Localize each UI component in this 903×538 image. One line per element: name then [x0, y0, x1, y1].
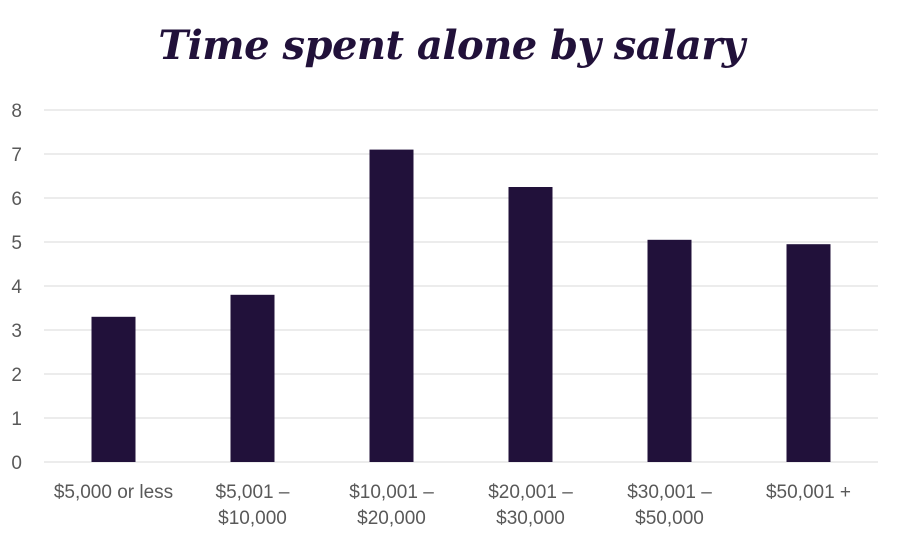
x-tick-label: $5,001 – $10,000 — [216, 482, 290, 529]
y-tick-label: 7 — [11, 145, 22, 166]
x-tick-label-line: $30,000 — [496, 508, 565, 529]
x-tick-label-line: $20,001 – — [488, 482, 573, 503]
bar — [508, 187, 553, 462]
x-tick-label-line: $20,000 — [357, 508, 426, 529]
x-tick-label-line: $30,001 – — [627, 482, 712, 503]
bar — [230, 294, 275, 462]
y-tick-label: 8 — [11, 101, 22, 122]
x-tick-label-line: $50,000 — [635, 508, 704, 529]
y-tick-label: 6 — [11, 189, 22, 210]
x-tick-label: $20,001 – $30,000 — [488, 482, 573, 529]
x-tick-label-line: $5,001 – — [216, 482, 290, 503]
bar — [369, 149, 414, 462]
x-tick-label-line: $10,001 – — [349, 482, 434, 503]
bars — [91, 149, 831, 462]
bar — [786, 244, 831, 462]
x-tick-label: $50,001 + — [766, 482, 851, 503]
y-tick-label: 0 — [11, 453, 22, 474]
y-tick-label: 5 — [11, 233, 22, 254]
x-tick-label-line: $5,000 or less — [54, 482, 173, 503]
x-axis-labels: $5,000 or less $5,001 – $10,000 $10,001 – $2… — [54, 482, 851, 529]
chart-title: Time spent alone by salary — [158, 22, 745, 69]
bar — [647, 239, 692, 462]
x-tick-label: $10,001 – $20,000 — [349, 482, 434, 529]
x-tick-label-line: $10,000 — [218, 508, 287, 529]
y-tick-label: 3 — [11, 321, 22, 342]
y-tick-label: 4 — [11, 277, 22, 298]
y-axis-ticks: 0 1 2 3 4 5 6 7 8 — [11, 101, 22, 474]
y-tick-label: 1 — [11, 409, 22, 430]
bar — [91, 316, 136, 462]
gridlines — [44, 109, 878, 463]
x-tick-label: $30,001 – $50,000 — [627, 482, 712, 529]
x-tick-label: $5,000 or less — [54, 482, 173, 503]
y-tick-label: 2 — [11, 365, 22, 386]
x-tick-label-line: $50,001 + — [766, 482, 851, 503]
